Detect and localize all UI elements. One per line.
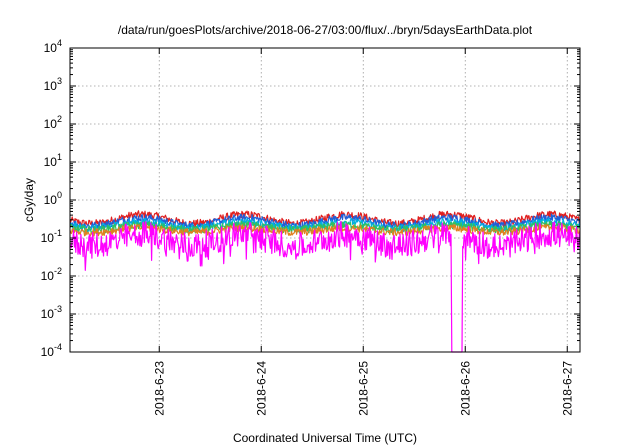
y-tick-label: 103 [44,76,62,93]
y-tick-label: 101 [44,152,62,169]
chart-title: /data/run/goesPlots/archive/2018-06-27/0… [118,23,533,37]
y-tick-label: 10-4 [41,342,62,359]
x-tick-label: 2018-6-25 [356,361,370,416]
y-tick-label: 104 [44,38,62,55]
y-axis: 10-4 10-3 10-2 10-1 100 101 102 103 104 [41,38,580,359]
x-axis-label: Coordinated Universal Time (UTC) [233,431,417,445]
y-tick-label: 10-2 [41,266,62,283]
x-axis: 2018-6-23 2018-6-24 2018-6-25 2018-6-26 2018… [152,48,574,416]
series-line [69,213,581,230]
grid [70,48,580,352]
x-tick-label: 2018-6-27 [560,361,574,416]
x-tick-label: 2018-6-23 [152,361,166,416]
y-tick-label: 10-1 [41,228,62,245]
x-tick-label: 2018-6-24 [254,361,268,416]
series-group [69,210,581,353]
series-line [69,223,581,237]
y-tick-label: 100 [44,190,62,207]
y-tick-label: 10-3 [41,304,62,321]
y-axis-label: cGy/day [22,178,36,222]
series-line [69,220,581,353]
x-tick-label: 2018-6-26 [458,361,472,416]
y-tick-label: 102 [44,114,62,131]
